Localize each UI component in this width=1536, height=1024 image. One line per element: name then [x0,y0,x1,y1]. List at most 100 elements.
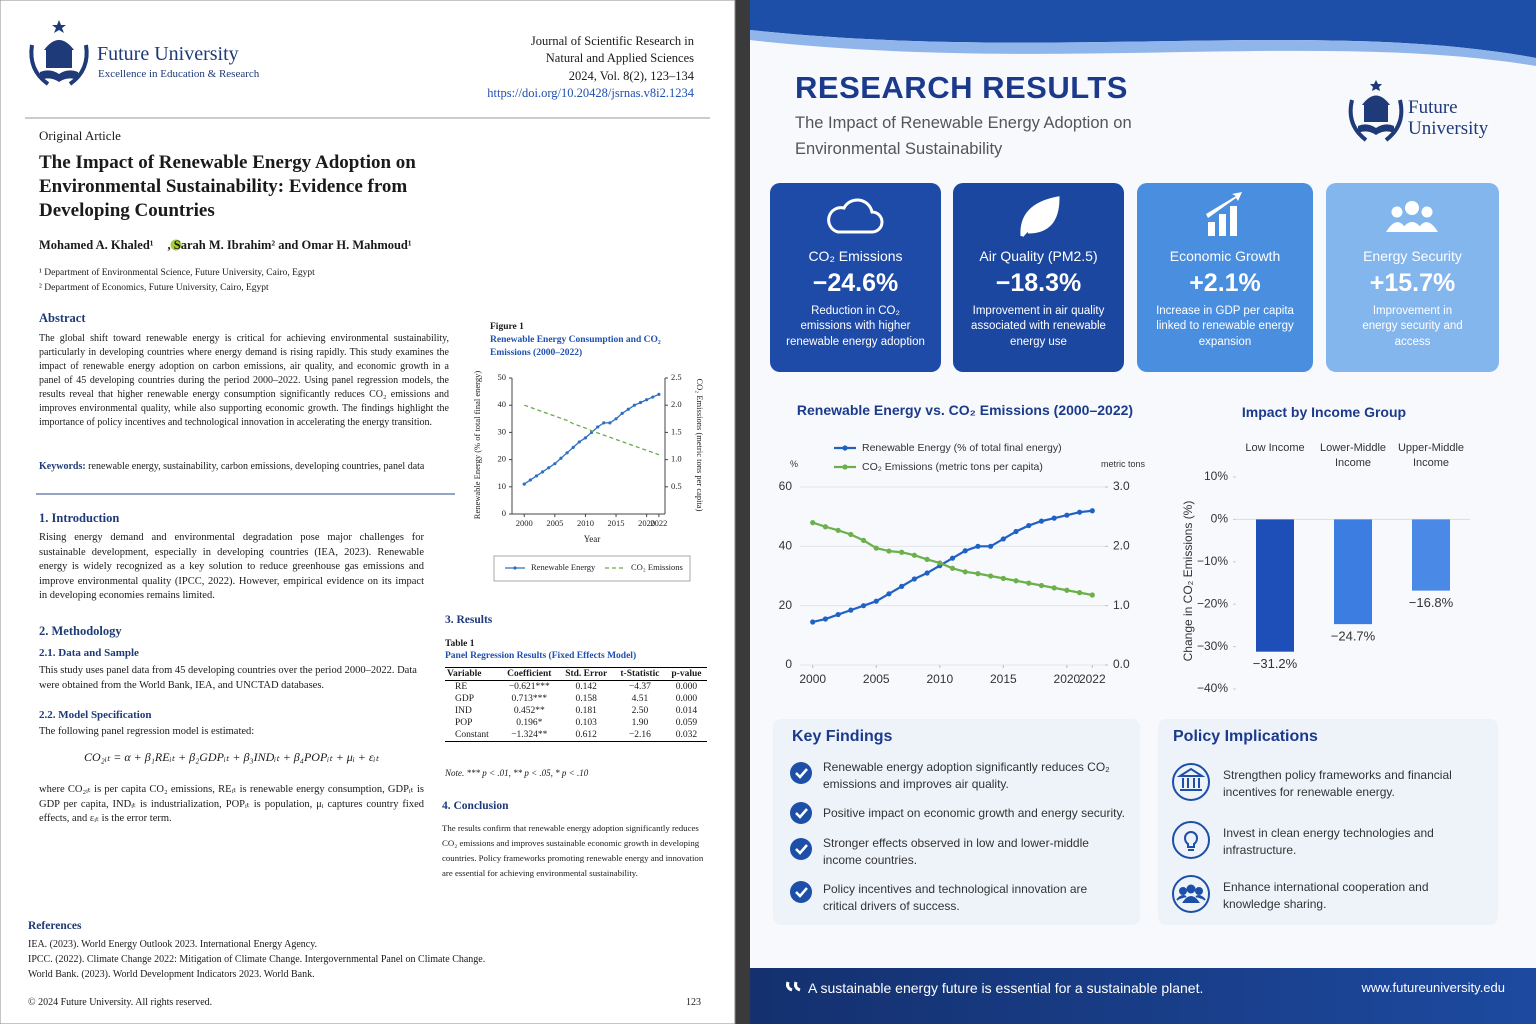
poster-logo [1348,80,1404,142]
table-cell: 0.181 [575,706,597,716]
x-tick-label: 2000 [799,672,826,686]
data-point [565,451,569,455]
data-point [924,570,930,576]
data-point [571,445,575,449]
finding: Renewable energy adoption significantly … [823,760,1110,791]
category-label: Low Income [1245,442,1305,454]
data-point [583,436,588,440]
y-axis-label: Renewable Energy (% of total final energ… [472,370,482,520]
bar [1334,519,1372,625]
value-label: −16.8% [1409,595,1454,610]
finding: Stronger effects observed in low and low… [823,836,1089,867]
paper-logo [29,20,89,86]
y-tick-label: 40 [498,399,507,409]
x-tick-label: 2020 [1054,672,1081,686]
x-tick-label: 2015 [990,672,1017,686]
data-point [911,576,917,582]
leaf-icon [1020,196,1060,238]
keywords: Keywords: renewable energy, sustainabili… [39,461,451,472]
card-text: Improvement in air quality associated wi… [971,305,1106,348]
data-point [645,398,649,402]
data-point [860,537,867,544]
data-point [620,411,624,415]
data-point [1064,587,1070,593]
data-point [873,545,879,551]
data-point [873,598,879,604]
footer-bar [750,968,1536,1024]
data-point [1051,585,1057,591]
policy-item: Enhance international cooperation and kn… [1223,880,1429,911]
legend-label: Renewable Energy (% of total final energ… [862,442,1062,454]
stat-card: CO₂ Emissions −24.6% Reduction in CO₂ emis… [770,248,941,350]
bar [1412,519,1450,591]
data-point [962,548,968,554]
card-bg [1326,183,1499,372]
card-bg [770,183,941,372]
y-tick-label: 60 [779,479,793,493]
policy-item: Strengthen policy frameworks and financi… [1223,768,1452,799]
value-label: −24.7% [1331,629,1376,644]
data-point [559,456,563,460]
y2-tick-label: 3.0 [1113,479,1130,493]
stat-card: Economic Growth +2.1% Increase in GDP per … [1137,248,1313,350]
data-point [1064,512,1070,518]
card-value: +15.7% [1369,269,1456,297]
table-cell: 0.032 [675,730,698,740]
section-heading: 2. Methodology [39,624,122,638]
value-label: −31.2% [1253,656,1298,671]
y-tick-label: 0% [1211,512,1229,526]
table-cell: 4.51 [631,694,649,704]
box-heading: Key Findings [792,728,893,745]
equation: CO₂ᵢₜ = α + β₁REᵢₜ + β₂GDPᵢₜ + β₃INDᵢₜ +… [83,750,379,764]
data-point [602,421,606,425]
card-title: Air Quality (PM2.5) [979,248,1098,264]
y-tick-label: −10% [1197,554,1228,568]
category-label: Upper-Middle Income [1397,442,1465,469]
y2-tick-label: 1.5 [671,426,682,436]
data-point [1076,590,1083,596]
x-tick-label: 2010 [577,518,594,528]
card-text: Improvement in energy security and acces… [1362,305,1463,348]
page-number: 123 [686,997,701,1008]
column-header: Variable [447,669,482,679]
university-tagline: Excellence in Education & Research [98,68,260,80]
data-point [632,403,637,407]
doi-link[interactable]: https://doi.org/10.20428/jsrnas.v8i2.123… [487,86,694,101]
table-cell: −1.324** [511,730,548,740]
section-heading: 3. Results [445,614,493,626]
table-row: Constant −1.324** 0.612 −2.16 0.032 [445,729,707,742]
table-caption: Panel Regression Results (Fixed Effects … [445,651,637,661]
table-cell: −0.621*** [508,682,550,692]
table-cell: 0.452** [513,706,545,716]
y-tick-label: 10 [498,481,507,491]
x-tick-label: 2010 [926,672,953,686]
section-text: The following panel regression model is … [39,726,255,737]
table-cell: 0.103 [575,718,597,728]
data-point [626,407,630,411]
data-point [534,474,539,478]
data-point [608,421,612,425]
y-tick-label: 20 [779,598,793,612]
box-heading: Policy Implications [1173,728,1318,745]
figure-label: Figure 1 [490,322,524,332]
chart-title: Impact by Income Group [1241,404,1407,420]
section-text: The results confirm that renewable energ… [442,823,704,878]
footer-url[interactable]: www.futureuniversity.edu [1361,980,1505,995]
table-row: POP 0.196* 0.103 1.90 0.059 [445,717,707,729]
copyright: © 2024 Future University. All rights res… [28,997,213,1008]
data-point [1089,592,1095,598]
table-cell: 0.612 [575,730,597,740]
stat-card: Air Quality (PM2.5) −18.3% Improvement in … [953,248,1124,350]
y-tick-label: 0 [502,508,506,518]
journal-line: Natural and Applied Sciences [545,51,694,66]
data-point [886,548,892,554]
keywords-text: renewable energy, sustainability, carbon… [88,461,425,472]
y2-tick-label: 0.5 [671,481,682,491]
growth-icon [1206,192,1242,236]
x-tick-label: 2022 [650,518,667,528]
y-tick-label: −40% [1197,681,1228,695]
card-title: Energy Security [1363,248,1462,264]
data-point [577,440,581,444]
university-name: Future University [97,43,239,65]
